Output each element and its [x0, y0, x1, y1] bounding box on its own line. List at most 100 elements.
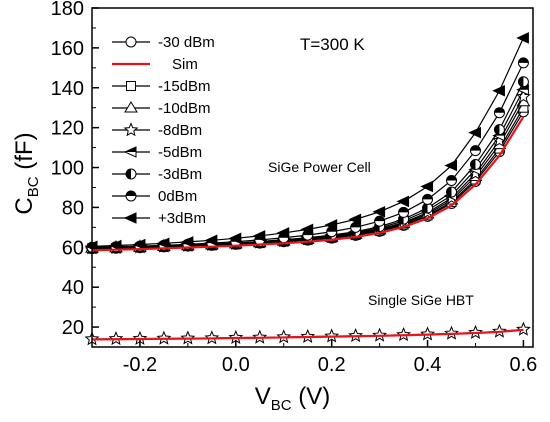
marker-fill — [518, 76, 524, 87]
data-point — [252, 230, 266, 242]
data-point — [324, 219, 338, 231]
legend-item: +3dBm — [112, 210, 206, 227]
data-point — [493, 107, 505, 119]
legend-item: -15dBm — [112, 78, 211, 95]
data-point — [348, 213, 362, 226]
marker-fill — [518, 57, 529, 63]
legend-item: -10dBm — [112, 100, 211, 117]
legend-marker — [126, 81, 136, 91]
legend-label: 0dBm — [158, 188, 197, 205]
data-point — [396, 195, 410, 208]
legend-marker — [123, 212, 137, 224]
legend-item: Sim — [112, 56, 198, 73]
x-tick-label: 0.0 — [222, 354, 250, 376]
marker-fill — [494, 124, 500, 135]
x-tick-label: 0.6 — [510, 354, 538, 376]
legend-item: -5dBm — [112, 144, 202, 161]
y-axis-title-sub: BC — [25, 176, 42, 197]
legend-label: -5dBm — [158, 144, 202, 161]
x-axis-title-unit: (V) — [292, 383, 331, 410]
y-axis-title-unit: (fF) — [11, 132, 38, 176]
data-point — [276, 227, 290, 239]
data-point — [180, 236, 194, 248]
data-point — [108, 239, 122, 252]
data-point — [372, 206, 386, 218]
x-tick-label: 0.2 — [318, 354, 346, 376]
legend-label: -3dBm — [158, 166, 202, 183]
data-point — [156, 237, 170, 250]
single-hbt-annotation: Single SiGe HBT — [368, 292, 474, 308]
marker-fill — [126, 169, 131, 179]
marker-fill — [374, 216, 385, 222]
legend-marker — [123, 146, 137, 158]
data-point — [444, 159, 458, 172]
legend-marker — [125, 190, 137, 202]
y-tick-label: 100 — [51, 158, 84, 180]
y-axis-title-main: C — [11, 197, 38, 214]
data-point — [228, 232, 242, 245]
temperature-annotation: T=300 K — [300, 35, 365, 54]
legend: -30 dBm Sim -15dBm -10dBm -8dBm -5dBm -3dBm 0dB… — [112, 34, 215, 227]
marker-fill — [446, 187, 452, 198]
legend-marker — [124, 101, 138, 113]
data-point — [420, 180, 434, 193]
data-point — [398, 206, 410, 218]
data-point — [468, 126, 481, 139]
marker-fill — [126, 191, 136, 196]
data-point — [204, 234, 218, 247]
y-axis-title: CBC (fF) — [11, 132, 42, 214]
legend-label: -10dBm — [158, 100, 211, 117]
power-cell-annotation: SiGe Power Cell — [268, 159, 371, 175]
legend-label: -30 dBm — [158, 34, 215, 51]
series-line — [91, 328, 524, 341]
series-line — [91, 116, 525, 252]
data-point — [446, 186, 458, 198]
series-10 — [91, 328, 524, 341]
data-point — [374, 215, 386, 227]
series-8 — [84, 32, 529, 253]
y-tick-label: 140 — [51, 78, 84, 100]
legend-label: +3dBm — [158, 210, 206, 227]
series-7 — [86, 57, 529, 253]
data-point — [517, 76, 529, 88]
legend-label: -15dBm — [158, 78, 211, 95]
data-point — [492, 84, 505, 97]
data-point — [300, 223, 314, 236]
x-tick-label: 0.4 — [414, 354, 442, 376]
data-point — [469, 145, 481, 157]
x-tick-label: -0.2 — [123, 354, 157, 376]
legend-marker — [125, 36, 137, 48]
legend-label: -8dBm — [158, 122, 202, 139]
marker-fill — [422, 194, 433, 200]
y-tick-label: 20 — [62, 317, 84, 339]
data-point — [516, 32, 529, 44]
legend-item: -8dBm — [112, 122, 202, 139]
marker-fill — [470, 145, 481, 151]
y-tick-label: 40 — [62, 277, 84, 299]
marker-fill — [494, 107, 505, 113]
legend-item: -3dBm — [112, 166, 202, 183]
y-tick-label: 80 — [62, 197, 84, 219]
data-point — [493, 124, 505, 136]
series-line — [91, 37, 524, 247]
x-axis-title-main: V — [255, 383, 271, 410]
data-point — [515, 321, 531, 336]
data-point — [517, 57, 529, 69]
y-tick-label: 180 — [51, 0, 84, 20]
series-layer — [84, 32, 531, 346]
y-tick-label: 120 — [51, 118, 84, 140]
data-point — [422, 202, 434, 214]
marker-fill — [446, 175, 457, 181]
marker-fill — [398, 207, 409, 213]
legend-label: Sim — [172, 56, 198, 73]
data-point — [132, 238, 146, 251]
marker-fill — [125, 147, 136, 152]
data-point — [469, 159, 481, 171]
series-1 — [91, 116, 525, 252]
x-axis-title: VBC (V) — [255, 383, 331, 414]
x-axis-title-sub: BC — [271, 397, 292, 414]
data-point — [446, 174, 458, 186]
y-tick-label: 160 — [51, 38, 84, 60]
legend-marker — [125, 168, 137, 180]
